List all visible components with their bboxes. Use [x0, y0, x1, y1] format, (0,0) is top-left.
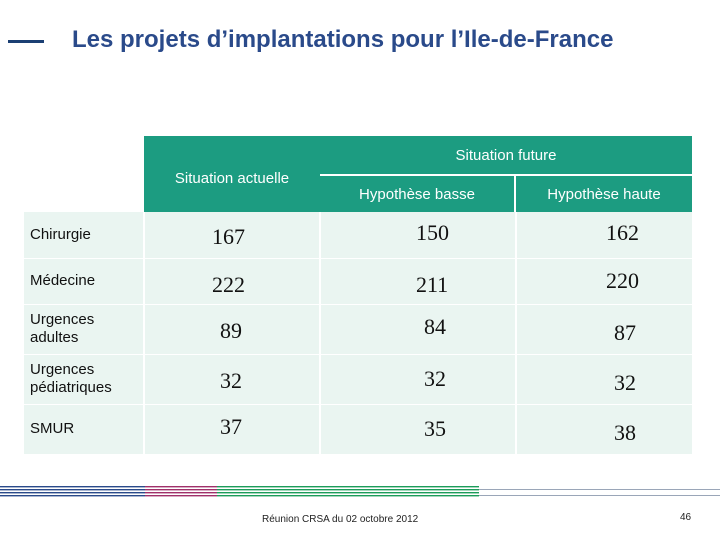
cell-current: 167 — [212, 224, 245, 249]
cell-low: 84 — [424, 314, 446, 339]
cell-low: 150 — [416, 220, 449, 245]
cell-low: 35 — [424, 416, 446, 441]
slide-title: Les projets d’implantations pour l’Ile-d… — [72, 26, 614, 53]
table-row-band — [24, 304, 692, 354]
cell-current: 222 — [212, 272, 245, 297]
header-hypothese-basse: Hypothèse basse — [320, 174, 516, 212]
cell-high: 220 — [606, 268, 639, 293]
cell-low: 211 — [416, 272, 449, 297]
cell-high: 87 — [614, 320, 636, 345]
row-label-urgences-adultes: Urgences adultes — [30, 311, 95, 346]
row-label-medecine: Médecine — [30, 272, 96, 289]
row-divider — [24, 304, 692, 305]
page-number: 46 — [680, 512, 692, 523]
comparison-table: Situation actuelle Situation future Hypo… — [24, 136, 692, 454]
table-row-band — [24, 212, 692, 258]
row-label-smur: SMUR — [30, 420, 75, 437]
table-row-band — [24, 258, 692, 304]
footer-decorative-stripes — [0, 486, 720, 497]
row-divider — [24, 258, 692, 259]
table-row-band — [24, 404, 692, 454]
row-divider — [24, 354, 692, 355]
column-divider — [319, 212, 321, 454]
cell-low: 32 — [424, 366, 446, 391]
row-label-chirurgie: Chirurgie — [30, 226, 91, 243]
cell-current: 32 — [220, 368, 242, 393]
cell-high: 32 — [614, 370, 636, 395]
title-accent-line — [8, 40, 44, 43]
header-hypothese-haute: Hypothèse haute — [516, 174, 692, 212]
column-divider — [515, 212, 517, 454]
header-situation-actuelle: Situation actuelle — [144, 136, 320, 212]
row-divider — [24, 404, 692, 405]
cell-current: 89 — [220, 318, 242, 343]
header-situation-future: Situation future — [320, 136, 692, 174]
cell-high: 38 — [614, 420, 636, 445]
cell-high: 162 — [606, 220, 639, 245]
cell-current: 37 — [220, 414, 242, 439]
column-divider — [143, 212, 145, 454]
row-label-urgences-pediatriques: Urgences pédiatriques — [30, 361, 112, 396]
table-row-band — [24, 354, 692, 404]
footer-text: Réunion CRSA du 02 octobre 2012 — [262, 514, 419, 525]
